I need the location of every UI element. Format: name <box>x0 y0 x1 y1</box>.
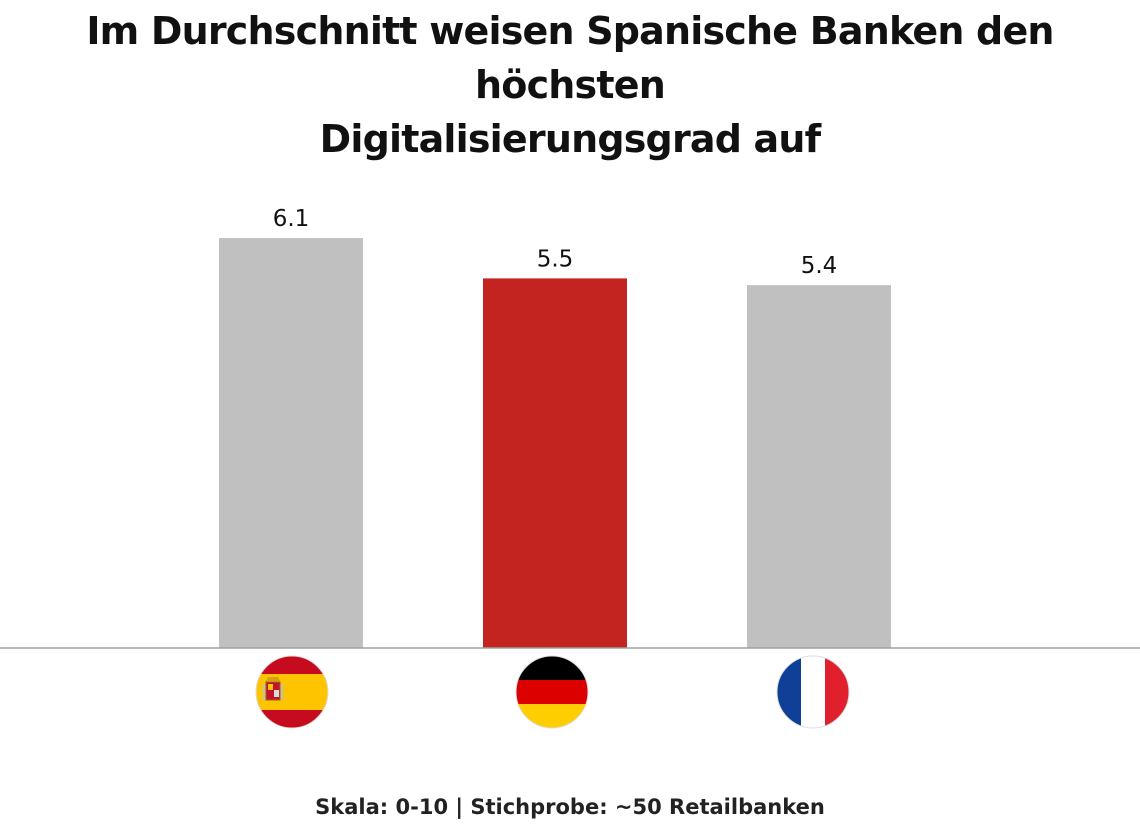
data-label-deutschland: 5.5 <box>537 246 574 272</box>
chart-title: Im Durchschnitt weisen Spanische Banken … <box>0 0 1140 166</box>
bar-spanien <box>219 238 363 648</box>
chart-title-line-2: Digitalisierungsgrad auf <box>319 117 822 161</box>
chart-footnote: Skala: 0-10 | Stichprobe: ~50 Retailbank… <box>315 795 825 819</box>
spain-flag-icon <box>256 656 328 728</box>
data-label-frankreich: 5.4 <box>801 253 838 279</box>
bars-layer: 6.1 5.5 5.4 <box>219 206 891 648</box>
data-label-spanien: 6.1 <box>273 206 310 232</box>
chart-title-line-1: Im Durchschnitt weisen Spanische Banken … <box>86 9 1054 107</box>
bar-frankreich <box>747 285 891 648</box>
category-flags <box>255 655 850 729</box>
bar-deutschland <box>483 278 627 648</box>
